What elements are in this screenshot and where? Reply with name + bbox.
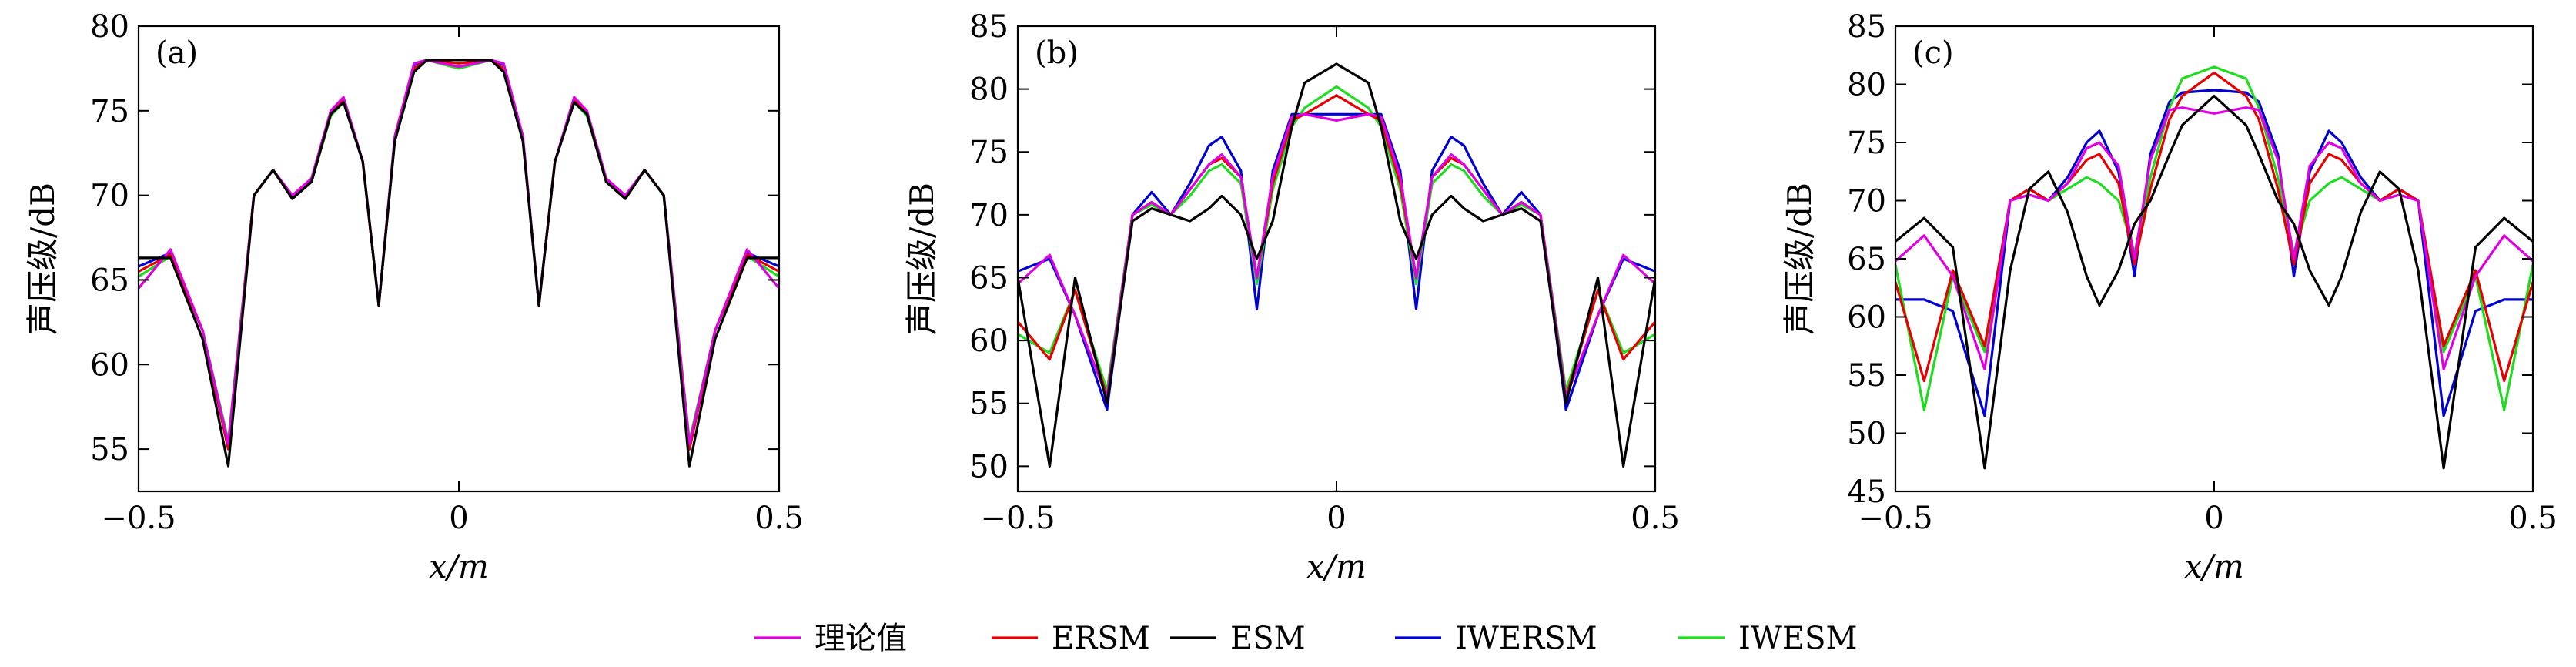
y-tick-label: 55: [1847, 358, 1886, 394]
series-line-理论值: [1018, 112, 1655, 399]
legend-label: IWESM: [1738, 621, 1857, 656]
legend-item: ERSM: [992, 621, 1150, 656]
y-axis-label: 声压级/dB: [24, 183, 62, 335]
y-tick-label: 60: [90, 347, 129, 383]
y-tick-label: 75: [969, 135, 1009, 170]
x-axis-label: x/m: [2184, 548, 2244, 585]
x-axis-label: x/m: [1306, 548, 1367, 585]
y-tick-label: 45: [1847, 474, 1886, 510]
x-tick-label: −0.5: [980, 501, 1055, 536]
legend-item: ESM: [1170, 621, 1306, 656]
panel-label: (b): [1035, 35, 1079, 71]
legend: 理论值 ERSM ESM IWERSM IWESM: [754, 621, 1857, 656]
legend-label: ERSM: [1052, 621, 1150, 656]
y-tick-label: 85: [1847, 9, 1886, 45]
x-tick-label: 0: [1326, 501, 1346, 536]
x-tick-label: 0: [449, 501, 468, 536]
legend-label: ESM: [1230, 621, 1306, 656]
x-tick-label: −0.5: [101, 501, 176, 536]
y-tick-label: 60: [969, 323, 1009, 359]
series-line-ESM: [1895, 94, 2533, 470]
y-axis-label: 声压级/dB: [903, 183, 941, 335]
series-line-ESM: [1018, 62, 1655, 468]
legend-label: 理论值: [815, 621, 907, 656]
x-tick-label: −0.5: [1858, 501, 1932, 536]
legend-item: IWESM: [1678, 621, 1857, 656]
series-line-IWERSM: [1018, 112, 1655, 411]
series-line-IWESM: [1018, 85, 1655, 392]
x-tick-label: 0.5: [2508, 501, 2558, 536]
series-line-IWERSM: [1895, 89, 2533, 417]
x-tick-label: 0.5: [754, 501, 804, 536]
y-tick-label: 55: [90, 432, 129, 468]
series-line-ESM: [139, 59, 779, 468]
y-tick-label: 80: [969, 72, 1009, 108]
series-group: [139, 59, 779, 468]
x-axis-label: x/m: [429, 548, 489, 585]
y-tick-label: 75: [90, 94, 129, 129]
y-tick-label: 80: [1847, 68, 1886, 103]
chart-panel-0: −0.5 0 0.5 55 60 65 70 75 80 (a) x/m 声压级/dB: [24, 9, 804, 585]
series-line-理论值: [1895, 106, 2533, 370]
y-tick-label: 65: [1847, 242, 1886, 277]
x-tick-label: 0: [2204, 501, 2223, 536]
axes-frame: [137, 25, 781, 493]
chart-panel-1: −0.5 0 0.5 50 55 60 65 70 75 80 85 (b) x/m 声压级/dB: [903, 9, 1680, 585]
legend-label: IWERSM: [1455, 621, 1597, 656]
y-tick-label: 50: [969, 449, 1009, 484]
y-tick-label: 70: [969, 198, 1009, 233]
series-group: [1018, 62, 1655, 468]
x-tick-label: 0.5: [1631, 501, 1680, 536]
legend-item: 理论值: [754, 621, 907, 656]
chart-panel-2: −0.5 0 0.5 45 50 55 60 65 70 75 80 85 (c) x/m 声压级/dB: [1781, 9, 2558, 585]
series-group: [1895, 65, 2533, 470]
y-tick-label: 70: [1847, 184, 1886, 220]
y-tick-label: 60: [1847, 300, 1886, 336]
y-tick-label: 55: [969, 387, 1009, 422]
y-tick-label: 65: [969, 260, 1009, 296]
y-tick-label: 85: [969, 9, 1009, 45]
y-tick-label: 75: [1847, 126, 1886, 161]
legend-item: IWERSM: [1395, 621, 1597, 656]
panel-label: (c): [1912, 35, 1954, 71]
y-tick-label: 70: [90, 179, 129, 214]
y-tick-label: 50: [1847, 417, 1886, 452]
y-tick-label: 80: [90, 9, 129, 45]
panel-label: (a): [156, 35, 198, 71]
y-tick-label: 65: [90, 263, 129, 298]
y-axis-label: 声压级/dB: [1781, 183, 1818, 335]
